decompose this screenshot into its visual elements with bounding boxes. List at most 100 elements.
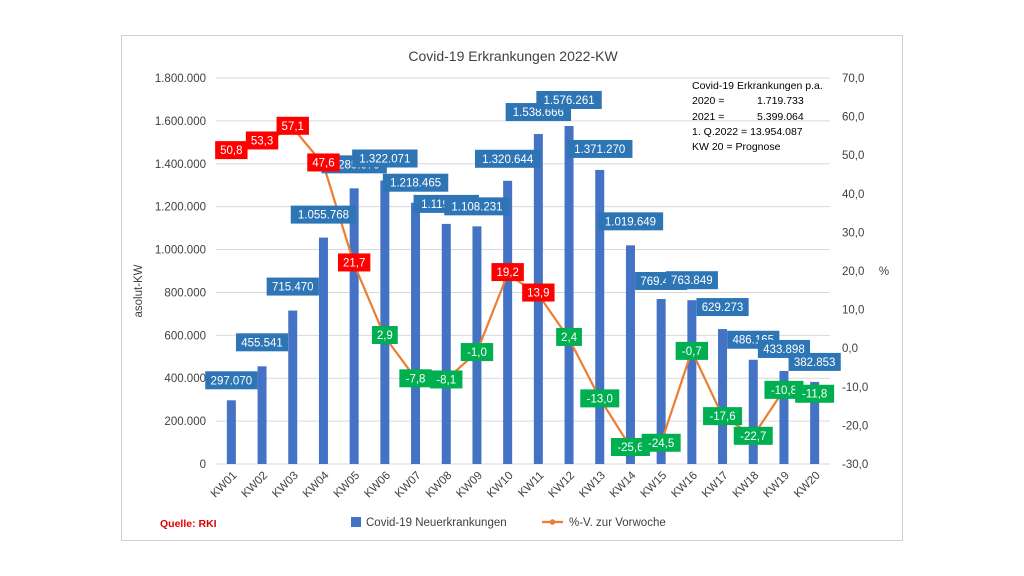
pct-value-label-text: -10,8: [771, 385, 797, 397]
pct-value-label: -13,0: [580, 389, 620, 408]
bar-value-label: 629.273: [696, 298, 749, 317]
pct-value-label-text: -17,6: [709, 411, 735, 423]
pct-value-label: 21,7: [337, 253, 371, 272]
bar-kw02: [257, 366, 267, 464]
pct-value-label-text: -13,0: [587, 393, 613, 405]
bar-kw18: [748, 359, 758, 464]
pct-value-label: 57,1: [276, 116, 309, 135]
y-tick-label: 1.400.000: [155, 159, 206, 171]
y2-tick-label: 70,0: [842, 73, 864, 85]
y-tick-label: 600.000: [164, 330, 206, 342]
pct-value-label: -8,1: [430, 370, 463, 389]
bar-value-label-bg: [696, 298, 749, 317]
y2-tick-label: -30,0: [842, 459, 868, 471]
legend-line-marker: [549, 519, 556, 525]
bar-value-label-bg: [205, 371, 258, 390]
y2-tick-label: 50,0: [842, 150, 864, 162]
pct-value-label-text: -24,5: [648, 438, 674, 450]
bar-kw15: [656, 298, 666, 464]
bar-value-label-bg: [788, 352, 841, 371]
pct-value-label-text: -11,8: [802, 389, 827, 401]
pct-value-label-text: 47,6: [312, 157, 334, 169]
y2-tick-label: 30,0: [842, 227, 864, 239]
bar-value-label-bg: [235, 333, 289, 352]
pct-value-label-text: -22,7: [740, 431, 766, 443]
pct-value-label-bg: [795, 384, 835, 403]
bar-value-label-text: 382.853: [794, 357, 836, 369]
pct-value-label: -7,8: [399, 369, 432, 388]
x-tick-label: KW11: [516, 470, 546, 500]
pct-value-label-bg: [703, 407, 743, 426]
y2-tick-label: 10,0: [842, 305, 864, 317]
pct-value-label: -1,0: [460, 343, 494, 362]
bar-kw04: [318, 237, 328, 464]
x-tick-label: KW01: [209, 470, 240, 501]
pct-value-labels: 50,8 53,3 57,1 47,6 21,7 2,9 -7,8 -8,1 -1,0 19,2 1…: [215, 116, 835, 457]
x-tick-label: KW20: [792, 470, 823, 501]
bar-value-label: 297.070: [205, 371, 258, 390]
pct-value-label: -0,7: [675, 341, 709, 360]
x-tick-label: KW08: [424, 470, 455, 501]
x-tick-label: KW03: [270, 470, 301, 501]
bar-kw03: [288, 310, 298, 464]
x-tick-label: KW07: [393, 470, 424, 501]
bar-value-label-bg: [536, 90, 602, 109]
bar-value-label-bg: [597, 212, 664, 231]
x-tick-label: KW02: [240, 470, 271, 501]
source-label: Quelle: RKI: [160, 518, 217, 530]
bar-value-label: 1.019.649: [597, 212, 664, 231]
x-tick-label: KW06: [362, 470, 393, 501]
pct-value-label: 50,8: [215, 141, 248, 160]
y-tick-label: 1.600.000: [155, 116, 206, 128]
pct-value-label-bg: [733, 426, 773, 445]
y-tick-label: 200.000: [164, 416, 206, 428]
bar-value-labels: 297.070455.541715.4701.055.7681.285.3751…: [205, 90, 841, 390]
x-tick-label: KW14: [608, 469, 639, 500]
bar-kw08: [441, 223, 451, 464]
bar-value-label-bg: [665, 271, 718, 290]
bar-value-label: 763.849: [665, 271, 718, 290]
pct-value-label-text: 2,9: [377, 330, 393, 342]
x-tick-label: KW17: [700, 470, 731, 501]
x-tick-label: KW18: [731, 470, 762, 501]
legend-line-label: %-V. zur Vorwoche: [569, 517, 666, 529]
legend: Covid-19 Neuerkrankungen %-V. zur Vorwoc…: [351, 517, 666, 529]
pct-value-label-bg: [215, 141, 248, 160]
x-tick-label: KW10: [485, 470, 516, 501]
bar-value-label-bg: [567, 139, 633, 158]
note-line-5: KW 20 = Prognose: [692, 141, 781, 153]
y-tick-label: 1.800.000: [155, 73, 206, 85]
note-line-4: 1. Q.2022 = 13.954.087: [692, 126, 803, 138]
pct-value-label-text: -1,0: [467, 347, 487, 359]
bar-value-label: 1.218.465: [382, 173, 449, 192]
chart-frame: Covid-19 Erkrankungen 2022-KW 0 200.000 40…: [121, 35, 903, 541]
pct-value-label: 13,9: [522, 283, 555, 302]
y-tick-label: 1.000.000: [155, 245, 206, 257]
x-tick-label: KW05: [332, 470, 363, 501]
bar-value-label-text: 1.320.644: [482, 154, 534, 166]
y2-tick-label: -20,0: [842, 420, 868, 432]
bar-value-label: 1.108.231: [444, 197, 510, 216]
pct-value-label-bg: [399, 369, 432, 388]
bar-value-label-text: 297.070: [211, 375, 253, 387]
y2-tick-label: 40,0: [842, 189, 864, 201]
pct-value-label-bg: [307, 153, 340, 172]
bar-kw19: [779, 370, 789, 464]
pct-value-label-bg: [245, 131, 279, 150]
note-line-3-value: 5.399.064: [757, 111, 804, 123]
pct-value-label-bg: [641, 433, 681, 452]
bar-value-label: 715.470: [266, 277, 319, 296]
bar-value-label: 455.541: [235, 333, 289, 352]
y2-tick-label: 0,0: [842, 343, 858, 355]
bar-value-label-bg: [474, 149, 541, 168]
bar-kw01: [226, 400, 236, 464]
y-axis-right-label: %: [879, 266, 889, 278]
pct-value-label-bg: [610, 438, 650, 457]
note-line-2-value: 1.719.733: [757, 95, 804, 107]
bar-kw07: [411, 202, 421, 464]
chart-title: Covid-19 Erkrankungen 2022-KW: [408, 48, 618, 64]
bar-value-label-text: 715.470: [272, 282, 314, 294]
y-tick-label: 0: [200, 459, 206, 471]
pct-value-label: 2,4: [556, 327, 582, 346]
y2-tick-label: -10,0: [842, 382, 868, 394]
